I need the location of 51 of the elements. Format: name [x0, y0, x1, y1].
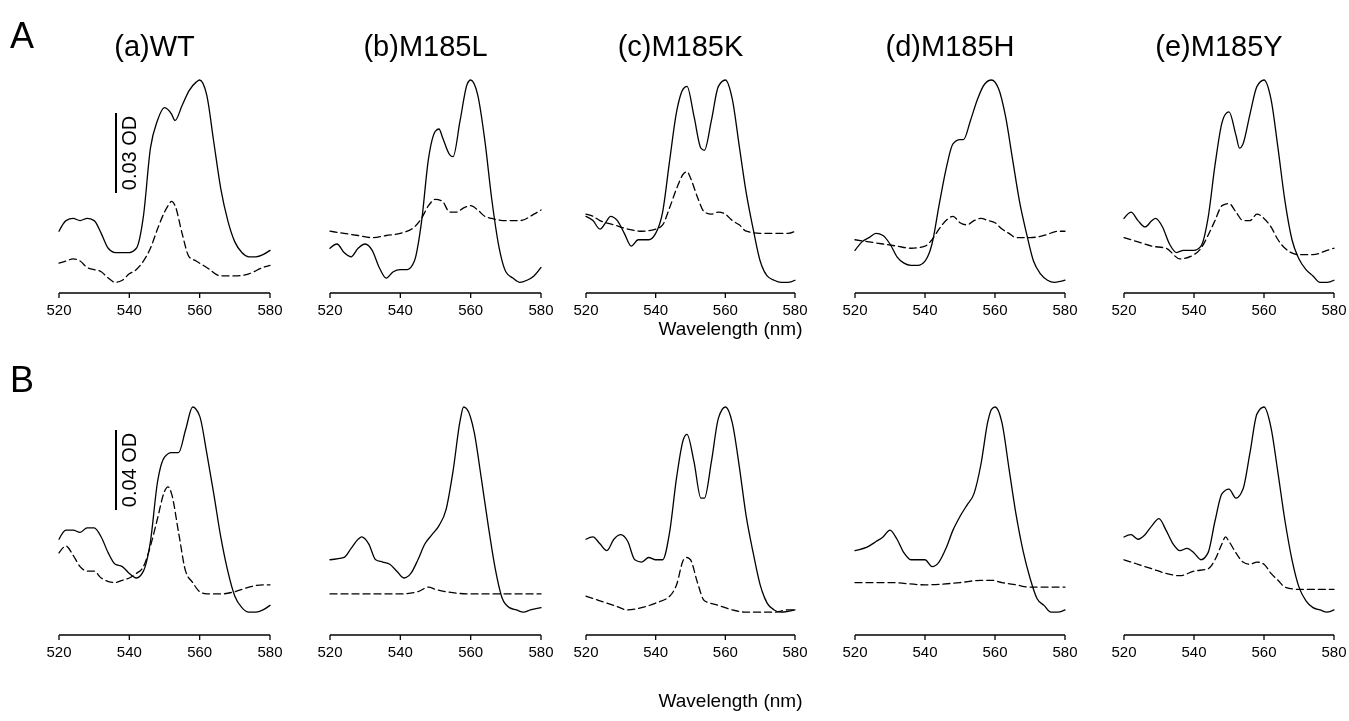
annotation: 0.03 OD	[118, 115, 140, 191]
annotation: 0.04 OD	[118, 432, 140, 508]
x-tick-label: 520	[317, 301, 343, 318]
x-tick-label: 520	[573, 643, 599, 660]
x-tick-label: 520	[842, 643, 868, 660]
chart-title: (e)M185Y	[1155, 30, 1283, 62]
x-tick-label: 580	[1052, 643, 1078, 660]
x-tick-label: 540	[116, 301, 142, 318]
chart-title: (a)WT	[114, 30, 196, 62]
x-tick-label: 560	[982, 643, 1008, 660]
x-tick-label: 520	[317, 643, 343, 660]
x-tick-label: 580	[528, 643, 554, 660]
x-tick-label: 540	[643, 643, 669, 660]
x-tick-label: 560	[187, 643, 213, 660]
x-tick-label: 540	[912, 301, 938, 318]
x-tick-label: 580	[257, 643, 283, 660]
x-tick-label: 560	[187, 301, 213, 318]
x-tick-label: 580	[782, 643, 808, 660]
x-tick-label: 560	[458, 301, 484, 318]
chart-title: (b)M185L	[363, 30, 488, 62]
x-tick-label: 580	[528, 301, 554, 318]
x-tick-label: 520	[1111, 643, 1137, 660]
x-tick-label: 560	[712, 301, 738, 318]
chart-title: (d)M185H	[885, 30, 1015, 62]
x-axis-title: Wavelength (nm)	[658, 318, 803, 339]
x-tick-label: 520	[573, 301, 599, 318]
chart-title: (c)M185K	[617, 30, 745, 62]
x-tick-label: 540	[387, 643, 413, 660]
x-tick-label: 560	[1251, 643, 1277, 660]
x-tick-label: 540	[912, 643, 938, 660]
x-tick-label: 580	[257, 301, 283, 318]
x-tick-label: 520	[46, 301, 72, 318]
x-tick-label: 540	[1181, 301, 1207, 318]
x-tick-label: 520	[1111, 301, 1137, 318]
x-tick-label: 540	[387, 301, 413, 318]
x-tick-label: 560	[982, 301, 1008, 318]
text: B	[10, 359, 35, 400]
x-tick-label: 580	[1052, 301, 1078, 318]
x-tick-label: 560	[712, 643, 738, 660]
text: A	[10, 15, 35, 56]
x-tick-label: 520	[842, 301, 868, 318]
x-tick-label: 560	[458, 643, 484, 660]
x-tick-label: 580	[1321, 301, 1347, 318]
x-tick-label: 520	[46, 643, 72, 660]
x-axis-title: Wavelength (nm)	[658, 690, 803, 711]
x-tick-label: 540	[116, 643, 142, 660]
x-tick-label: 540	[643, 301, 669, 318]
x-tick-label: 580	[782, 301, 808, 318]
x-tick-label: 580	[1321, 643, 1347, 660]
x-tick-label: 560	[1251, 301, 1277, 318]
x-tick-label: 540	[1181, 643, 1207, 660]
